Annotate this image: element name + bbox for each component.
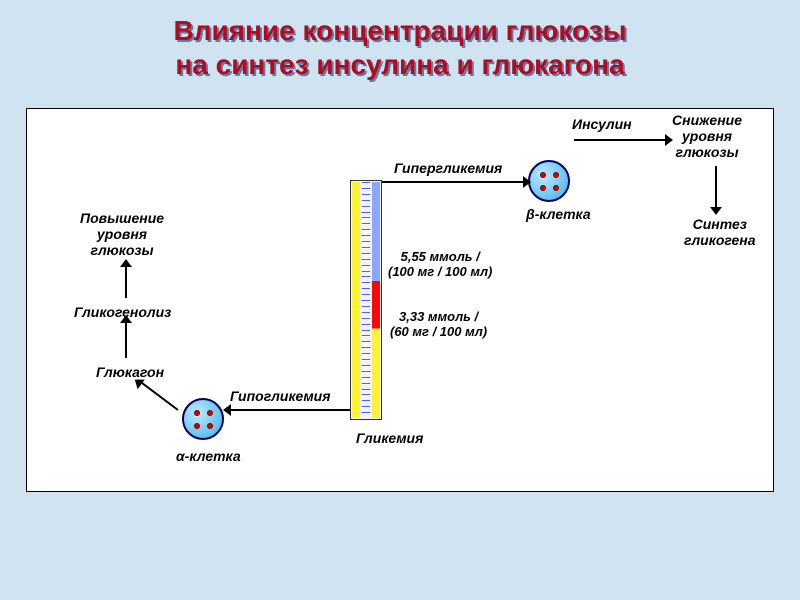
cell-dot [194, 410, 200, 416]
label-hyperglycemia: Гипергликемия [394, 160, 502, 176]
label-alpha-cell: α-клетка [176, 448, 241, 464]
label-glucose-decrease: Снижение уровня глюкозы [672, 112, 742, 160]
thermometer-ticks [362, 182, 370, 418]
title-line2: на синтез инсулина и глюкагона [175, 49, 624, 80]
cell-dot [207, 410, 213, 416]
thermometer [350, 180, 382, 420]
label-glycogenolysis: Гликогенолиз [74, 304, 171, 320]
label-hypoglycemia: Гипогликемия [230, 388, 330, 404]
thermometer-left-column [352, 182, 360, 418]
label-glycemia: Гликемия [356, 430, 423, 446]
cell-dot [553, 185, 559, 191]
cell-dot [553, 172, 559, 178]
label-glucose-increase: Повышение уровня глюкозы [80, 210, 164, 258]
title-line1: Влияние концентрации глюкозы [173, 15, 626, 46]
label-glycogen-synthesis: Синтез гликогена [684, 216, 756, 248]
label-beta-cell: β-клетка [526, 206, 591, 222]
cell-dot [540, 172, 546, 178]
label-insulin: Инсулин [572, 116, 632, 132]
alpha-cell-icon [182, 398, 224, 440]
label-low-value: 3,33 ммоль / (60 мг / 100 мл) [390, 310, 487, 340]
cell-dot [207, 423, 213, 429]
cell-dot [194, 423, 200, 429]
label-high-value: 5,55 ммоль / (100 мг / 100 мл) [388, 250, 492, 280]
slide-title: Влияние концентрации глюкозы на синтез и… [0, 14, 800, 81]
cell-dot [540, 185, 546, 191]
label-glucagon: Глюкагон [96, 364, 164, 380]
thermometer-right-column [372, 182, 380, 418]
beta-cell-icon [528, 160, 570, 202]
